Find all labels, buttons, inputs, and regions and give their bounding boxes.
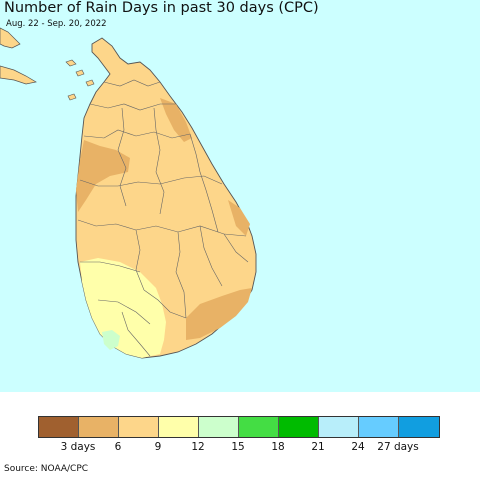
legend-swatch — [359, 417, 399, 437]
legend-swatch — [39, 417, 79, 437]
island-1 — [65, 59, 77, 67]
legend-label: 21 — [311, 441, 325, 453]
rain-zone-west — [76, 140, 130, 212]
legend-swatch — [279, 417, 319, 437]
rain-zone-southeast — [186, 288, 252, 340]
legend-label: 24 — [351, 441, 365, 453]
rain-zone-northeast — [160, 98, 192, 142]
map-title: Number of Rain Days in past 30 days (CPC… — [4, 0, 319, 16]
sri-lanka-map — [0, 27, 257, 359]
legend-label: 12 — [191, 441, 205, 453]
legend-label: 9 — [154, 441, 162, 453]
legend-swatch — [79, 417, 119, 437]
legend-swatch — [399, 417, 439, 437]
legend-label: 15 — [231, 441, 245, 453]
legend-label: 6 — [114, 441, 122, 453]
island-2 — [75, 69, 85, 77]
source-credit: Source: NOAA/CPC — [4, 464, 89, 474]
legend-label: 18 — [271, 441, 285, 453]
india-coast-shape — [0, 65, 37, 85]
map-frame: Number of Rain Days in past 30 days (CPC… — [0, 0, 480, 392]
legend-swatch — [159, 417, 199, 437]
district-borders — [77, 79, 249, 357]
legend-swatch — [239, 417, 279, 437]
india-landmass — [0, 27, 21, 49]
legend-color-bar — [38, 416, 440, 438]
date-range-subtitle: Aug. 22 - Sep. 20, 2022 — [6, 19, 107, 29]
rain-zone-southwest — [80, 258, 166, 358]
island-3 — [67, 93, 77, 101]
rain-zone-south-green — [102, 330, 120, 350]
legend-swatch — [199, 417, 239, 437]
legend-swatch — [119, 417, 159, 437]
legend-swatch — [319, 417, 359, 437]
rain-zone-east — [228, 200, 250, 236]
legend-label: 3 days — [60, 441, 96, 453]
legend-label: 27 days — [377, 441, 419, 453]
island-4 — [85, 79, 95, 87]
